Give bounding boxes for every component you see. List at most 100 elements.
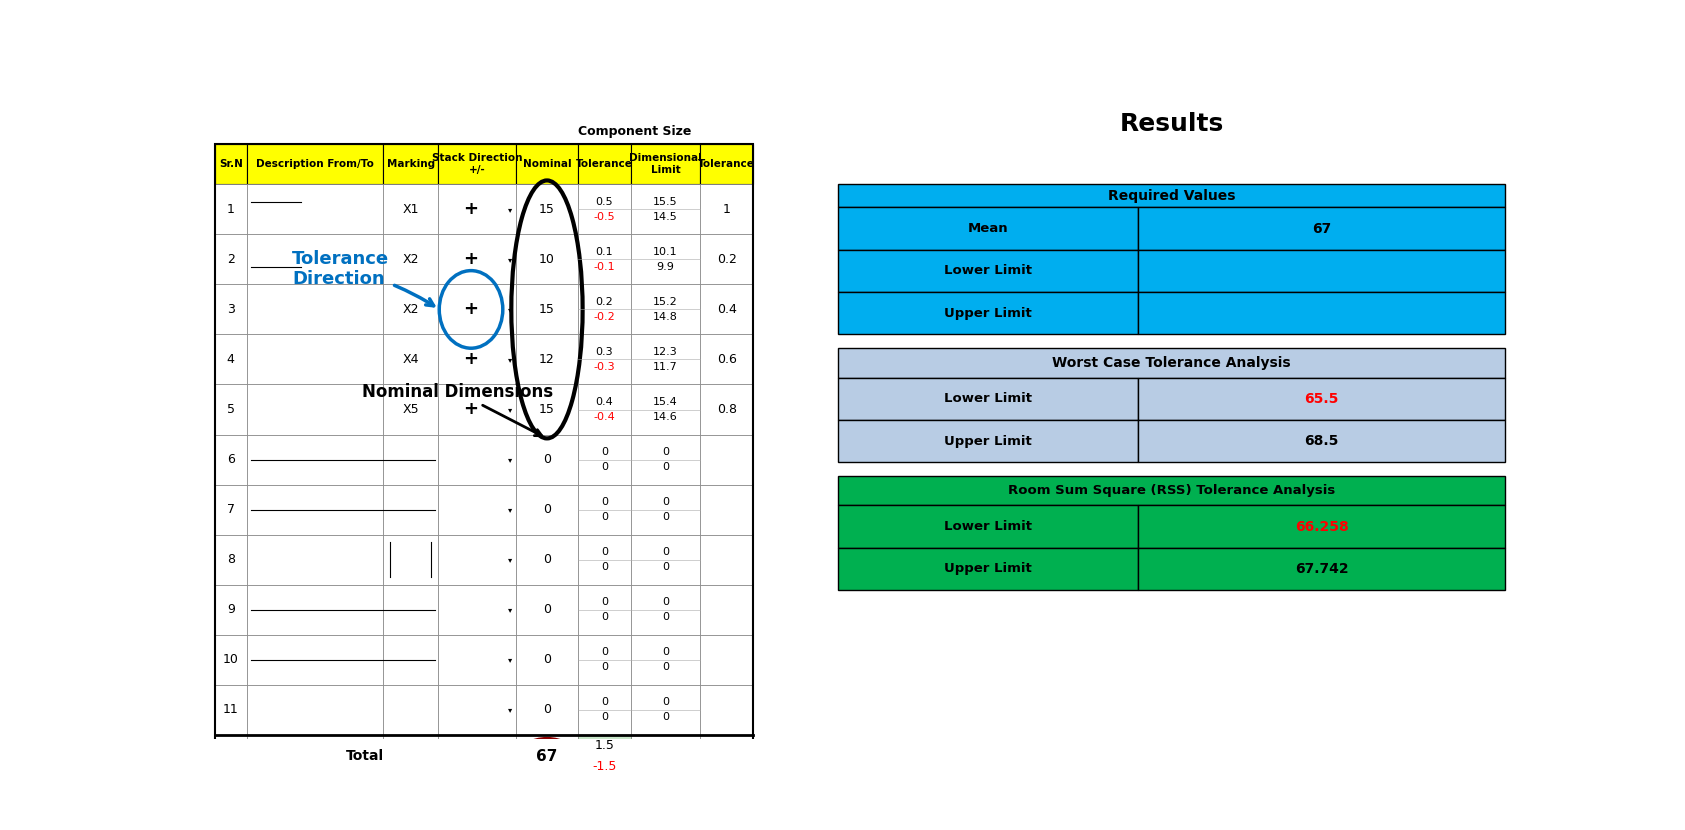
Text: 0: 0 [543,503,551,516]
Text: X2: X2 [403,253,420,266]
Text: Room Sum Square (RSS) Tolerance Analysis: Room Sum Square (RSS) Tolerance Analysis [1008,484,1335,497]
Text: Description From/To: Description From/To [256,159,374,169]
Text: ▾: ▾ [507,405,512,414]
Bar [516,584,578,635]
Bar [1139,208,1505,250]
Text: ▾: ▾ [507,255,512,264]
Text: 0: 0 [662,447,669,457]
Bar [516,144,578,184]
Bar [516,384,578,435]
Text: Worst Case Tolerance Analysis: Worst Case Tolerance Analysis [1053,356,1291,370]
Text: 15.4: 15.4 [654,397,677,407]
Bar [214,685,248,735]
Bar [438,735,516,777]
Text: 0.5: 0.5 [595,197,613,207]
Text: 67: 67 [536,749,558,764]
Text: 11.7: 11.7 [654,362,677,372]
Bar [701,435,753,485]
Text: 0.4: 0.4 [716,303,736,316]
Bar [438,285,516,334]
Bar [438,584,516,635]
Text: 0: 0 [602,613,608,622]
Bar [438,685,516,735]
Bar [248,334,382,384]
Bar [214,285,248,334]
Bar [248,485,382,535]
Text: Upper Limit: Upper Limit [945,307,1033,320]
Bar [438,184,516,234]
Bar [382,685,438,735]
Text: 0: 0 [662,462,669,472]
Text: 0: 0 [662,647,669,657]
Text: 0.8: 0.8 [716,403,736,416]
Text: ▾: ▾ [507,505,512,514]
Bar [630,485,701,535]
Bar [701,285,753,334]
Bar [578,234,630,285]
Bar [516,735,578,777]
Bar [248,144,382,184]
Bar [438,384,516,435]
Bar [578,485,630,535]
Text: 0: 0 [602,598,608,608]
Bar [382,435,438,485]
Bar [438,635,516,685]
Text: 0: 0 [662,497,669,507]
Text: Tolerance
Direction: Tolerance Direction [292,250,433,305]
Bar [578,685,630,735]
Text: 0.2: 0.2 [716,253,736,266]
Text: ▾: ▾ [507,655,512,664]
Text: 0: 0 [543,553,551,566]
Text: 1: 1 [227,203,234,216]
Text: 0: 0 [602,562,608,572]
Bar [516,685,578,735]
Bar [214,635,248,685]
Text: 0.4: 0.4 [595,397,613,407]
Text: 15: 15 [539,403,554,416]
Text: 0: 0 [662,697,669,707]
Text: 11: 11 [222,703,239,716]
Bar [516,285,578,334]
Bar [578,184,630,234]
Bar [516,535,578,584]
Text: 67: 67 [1313,222,1331,236]
Text: Upper Limit: Upper Limit [945,563,1033,575]
Text: -1.5: -1.5 [591,760,617,773]
Bar [839,250,1139,292]
Text: 14.5: 14.5 [654,212,677,222]
Text: 8: 8 [227,553,234,566]
Text: 0: 0 [543,453,551,466]
Text: ▾: ▾ [507,305,512,314]
Bar [214,384,248,435]
Text: 0: 0 [543,603,551,616]
Bar [248,184,382,234]
Bar [839,292,1139,334]
Bar [214,184,248,234]
Text: 0: 0 [602,647,608,657]
Text: 5: 5 [227,403,234,416]
Text: 0: 0 [543,703,551,716]
Bar [839,476,1505,505]
Bar [438,435,516,485]
Bar [630,144,701,184]
Text: X2: X2 [403,303,420,316]
Text: ▾: ▾ [507,706,512,715]
Text: Nominal: Nominal [522,159,571,169]
Text: 65.5: 65.5 [1304,392,1340,406]
Bar [382,635,438,685]
Bar [578,584,630,635]
Bar [701,535,753,584]
Text: 15: 15 [539,203,554,216]
Text: 0: 0 [602,662,608,672]
Text: 14.6: 14.6 [654,412,677,422]
Text: 0: 0 [662,512,669,522]
Bar [630,234,701,285]
Bar [1139,378,1505,420]
Bar [701,334,753,384]
Text: +: + [463,250,479,267]
Text: 15.5: 15.5 [654,197,677,207]
Bar [248,435,382,485]
Text: 0: 0 [543,653,551,666]
Bar [516,485,578,535]
Text: Marking: Marking [386,159,435,169]
